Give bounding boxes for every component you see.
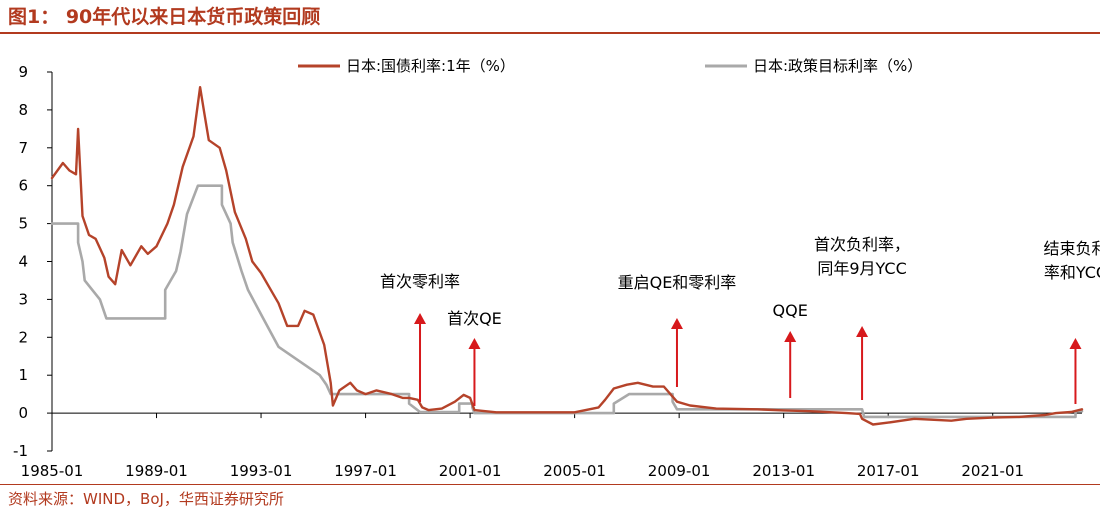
y-tick-label: 5 bbox=[18, 215, 28, 233]
annotation-label: 首次零利率 bbox=[380, 272, 460, 291]
figure-title: 图1： 90年代以来日本货币政策回顾 bbox=[8, 6, 321, 28]
legend-label-jgb: 日本:国债利率:1年（%） bbox=[346, 57, 515, 75]
annotation-arrowhead bbox=[414, 313, 427, 324]
annotation-label: 重启QE和零利率 bbox=[618, 273, 737, 292]
y-tick-label: 1 bbox=[18, 366, 28, 384]
annotation-arrowhead bbox=[1069, 338, 1082, 349]
annotation-label: 率和YCC bbox=[1044, 263, 1100, 282]
x-tick-label: 1985-01 bbox=[21, 462, 84, 480]
y-tick-label: 3 bbox=[18, 290, 28, 308]
x-tick-label: 1993-01 bbox=[230, 462, 293, 480]
y-tick-label: 8 bbox=[18, 101, 28, 119]
x-tick-label: 2005-01 bbox=[543, 462, 606, 480]
title-rule bbox=[0, 32, 1100, 34]
x-tick-label: 2009-01 bbox=[648, 462, 711, 480]
annotation-label: 同年9月YCC bbox=[817, 259, 906, 278]
annotation-label: QQE bbox=[773, 301, 808, 320]
y-tick-label: 0 bbox=[18, 404, 28, 422]
y-tick-label: -1 bbox=[13, 442, 28, 460]
x-tick-label: 2001-01 bbox=[439, 462, 502, 480]
y-tick-label: 2 bbox=[18, 328, 28, 346]
annotation-label: 首次负利率， bbox=[814, 235, 910, 254]
x-tick-label: 1989-01 bbox=[125, 462, 188, 480]
x-tick-label: 1997-01 bbox=[334, 462, 397, 480]
annotation-label: 结束负利 bbox=[1043, 239, 1100, 258]
series-line-policy bbox=[50, 184, 1084, 419]
y-tick-label: 9 bbox=[18, 63, 28, 81]
x-tick-label: 2013-01 bbox=[752, 462, 815, 480]
annotation-arrowhead bbox=[784, 331, 797, 342]
chart-axes: -1 0 1 2 3 4 5 6 7 8 9 1985-01 1989-01 1993-01 1997-01… bbox=[13, 63, 1082, 480]
annotation-arrowhead bbox=[670, 318, 683, 329]
y-tick-label: 7 bbox=[18, 139, 28, 157]
annotation-arrowhead bbox=[468, 338, 481, 349]
x-tick-label: 2017-01 bbox=[857, 462, 920, 480]
series-line-jgb bbox=[50, 86, 1084, 426]
annotation-arrowhead bbox=[856, 326, 869, 337]
chart-legend: 日本:国债利率:1年（%） 日本:政策目标利率（%） bbox=[298, 57, 922, 75]
source-note: 资料来源：WIND，BoJ，华西证券研究所 bbox=[8, 490, 284, 508]
series-layer bbox=[50, 86, 1084, 426]
legend-label-policy: 日本:政策目标利率（%） bbox=[753, 57, 922, 75]
y-tick-label: 4 bbox=[18, 253, 28, 271]
x-tick-label: 2021-01 bbox=[961, 462, 1024, 480]
y-tick-label: 6 bbox=[18, 177, 28, 195]
source-rule bbox=[0, 484, 1100, 485]
line-chart: -1 0 1 2 3 4 5 6 7 8 9 1985-01 1989-01 1993-01 1997-01… bbox=[13, 57, 1100, 480]
annotation-label: 首次QE bbox=[447, 309, 502, 328]
